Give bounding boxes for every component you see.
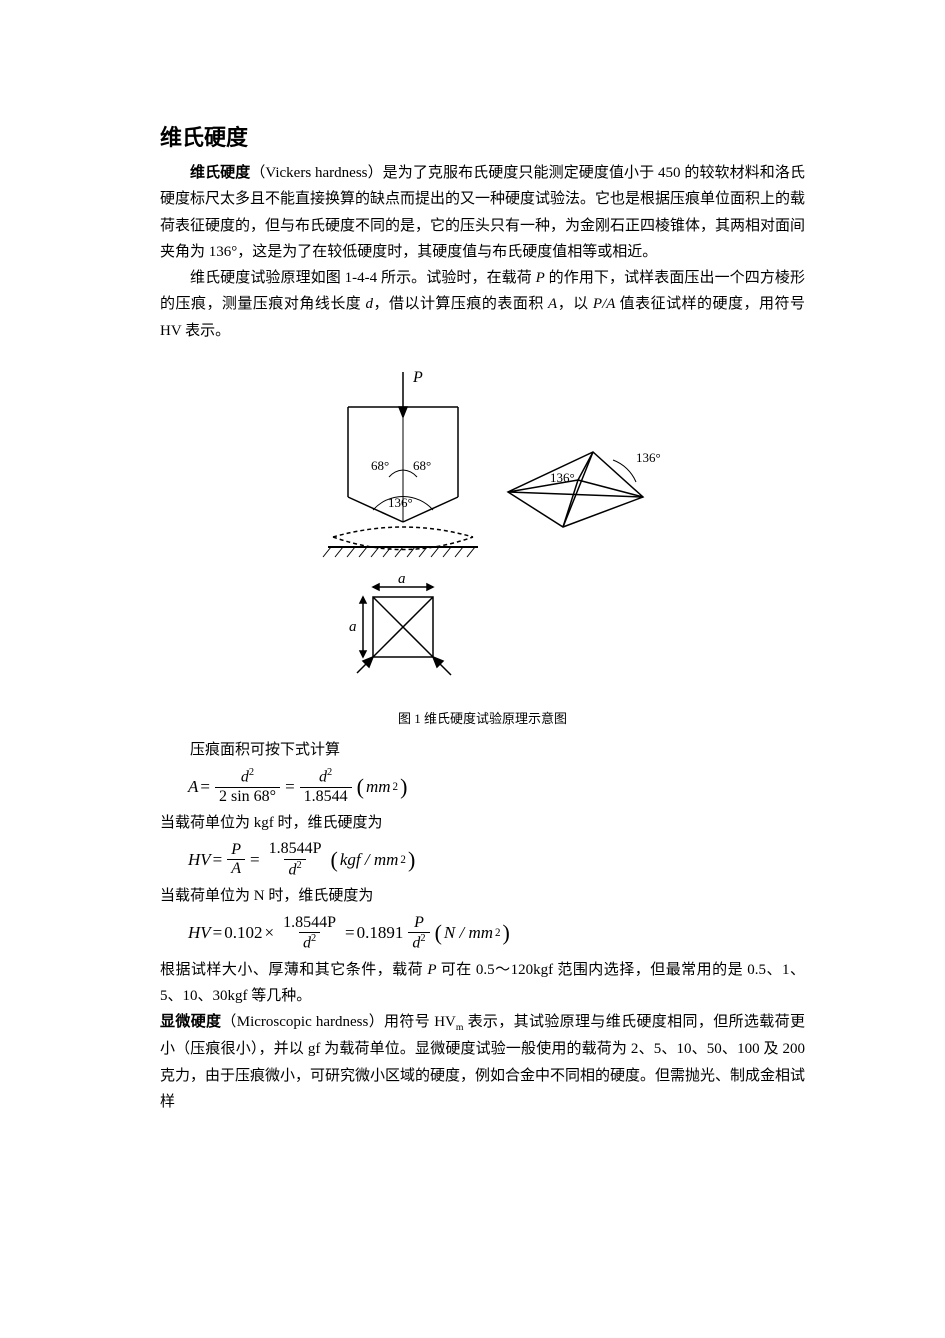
p2a: 维氏硬度试验原理如图 1-4-4 所示。试验时，在载荷 — [190, 270, 536, 286]
p2c: ，借以计算压痕的表面积 — [373, 296, 548, 312]
formula-hv-n: HV = 0.102 × 1.8544P d2 = 0.1891 P d2 (N… — [188, 914, 805, 953]
p7a: （Microscopic hardness）用符号 HV — [221, 1014, 455, 1030]
paragraph-2: 维氏硬度试验原理如图 1-4-4 所示。试验时，在载荷 P 的作用下，试样表面压… — [160, 265, 805, 344]
paragraph-5: 当载荷单位为 N 时，维氏硬度为 — [160, 883, 805, 909]
paragraph-1: 维氏硬度（Vickers hardness）是为了克服布氏硬度只能测定硬度值小于… — [160, 160, 805, 265]
angle-136-3d: 136° — [636, 450, 661, 465]
figure-1: P 68° 68° 136° — [160, 362, 805, 727]
label-a-left: a — [349, 619, 357, 635]
figure-caption: 图 1 维氏硬度试验原理示意图 — [160, 708, 805, 727]
angle-136-3d2: 136° — [550, 470, 575, 485]
f3-lhs: HV — [188, 923, 211, 943]
angle-68-l: 68° — [371, 458, 389, 473]
f2-lhs: HV — [188, 850, 211, 870]
var-PA: P/A — [593, 296, 616, 312]
page-title: 维氏硬度 — [160, 120, 805, 152]
p6a: 根据试样大小、厚薄和其它条件，载荷 — [160, 962, 427, 978]
var-d: d — [366, 296, 374, 312]
label-a-top: a — [398, 571, 406, 587]
formula-hv-kgf: HV = P A = 1.8544P d2 (kgf / mm2) — [188, 840, 805, 879]
p1-text: （Vickers hardness）是为了克服布氏硬度只能测定硬度值小于 450… — [160, 165, 805, 260]
paragraph-4: 当载荷单位为 kgf 时，维氏硬度为 — [160, 810, 805, 836]
p2d: ，以 — [557, 296, 593, 312]
angle-68-r: 68° — [413, 458, 431, 473]
angle-136: 136° — [388, 495, 413, 510]
var-P: P — [536, 270, 545, 286]
paragraph-3: 压痕面积可按下式计算 — [160, 737, 805, 763]
term-vickers: 维氏硬度 — [190, 164, 250, 181]
f1-lhs: A — [188, 777, 198, 797]
term-micro: 显微硬度 — [160, 1013, 221, 1030]
paragraph-7: 显微硬度（Microscopic hardness）用符号 HVm 表示，其试验… — [160, 1009, 805, 1115]
var-P2: P — [427, 962, 436, 978]
formula-area: A = d2 2 sin 68° = d2 1.8544 (mm2) — [188, 767, 805, 806]
label-P: P — [412, 369, 423, 386]
paragraph-6: 根据试样大小、厚薄和其它条件，载荷 P 可在 0.5～120kgf 范围内选择，… — [160, 957, 805, 1010]
var-A: A — [548, 296, 557, 312]
vickers-diagram: P 68° 68° 136° — [273, 362, 693, 702]
